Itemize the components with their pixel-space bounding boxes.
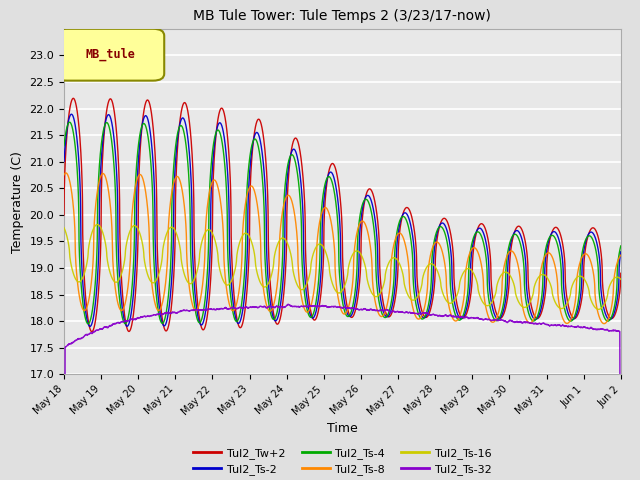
Y-axis label: Temperature (C): Temperature (C) [11, 151, 24, 252]
FancyBboxPatch shape [56, 29, 164, 81]
Legend: Tul2_Tw+2, Tul2_Ts-2, Tul2_Ts-4, Tul2_Ts-8, Tul2_Ts-16, Tul2_Ts-32: Tul2_Tw+2, Tul2_Ts-2, Tul2_Ts-4, Tul2_Ts… [189, 443, 496, 480]
Text: MB_tule: MB_tule [85, 48, 135, 61]
Title: MB Tule Tower: Tule Temps 2 (3/23/17-now): MB Tule Tower: Tule Temps 2 (3/23/17-now… [193, 10, 492, 24]
X-axis label: Time: Time [327, 422, 358, 435]
